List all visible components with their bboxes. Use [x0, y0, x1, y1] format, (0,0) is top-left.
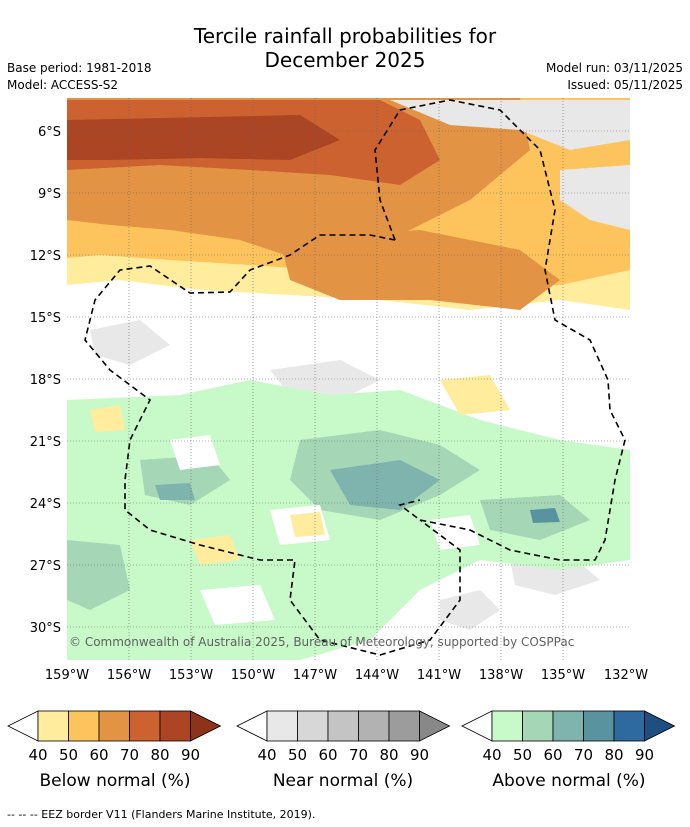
model-run-date: Model run: 03/11/2025: [545, 61, 683, 75]
base-period: Base period: 1981-2018: [7, 61, 152, 75]
lon-label: 135°W: [541, 668, 585, 683]
below-normal-label: Below normal (%): [39, 771, 191, 791]
colorbar-segment: [358, 710, 390, 742]
colorbar-tick-label: 50: [288, 746, 307, 760]
colorbar-under-triangle: [7, 710, 39, 742]
legend-colorbars: 40 50 60 70 80 90 40 50 60 70 80 90 40 50 60 70 80 90: [7, 710, 676, 760]
lon-label: 138°W: [479, 668, 523, 683]
lon-label: 144°W: [355, 668, 399, 683]
eez-footnote: -- -- -- EEZ border V11 (Flanders Marine…: [7, 808, 316, 821]
lat-label: 27°S: [30, 559, 61, 574]
colorbar-tick-label: 40: [28, 746, 47, 760]
lat-label: 24°S: [30, 497, 61, 512]
title-line-1: Tercile rainfall probabilities for: [193, 24, 497, 48]
issued-date: Issued: 05/11/2025: [567, 78, 683, 92]
lat-label: 30°S: [30, 621, 61, 636]
colorbar-tick-label: 40: [257, 746, 276, 760]
colorbar-tick-label: 90: [410, 746, 429, 760]
colorbar-segment: [159, 710, 191, 742]
colorbar-tick-label: 80: [379, 746, 398, 760]
colorbar-over-triangle: [419, 710, 451, 742]
near-normal-colorbar: 40 50 60 70 80 90: [236, 710, 451, 760]
model-name: Model: ACCESS-S2: [7, 78, 119, 92]
lon-label: 156°W: [107, 668, 151, 683]
near-normal-label: Near normal (%): [272, 771, 414, 791]
colorbar-tick-label: 90: [181, 746, 200, 760]
colorbar-tick-label: 70: [120, 746, 139, 760]
colorbar-segment: [491, 710, 523, 742]
colorbar-segment: [583, 710, 615, 742]
colorbar-tick-label: 70: [349, 746, 368, 760]
colorbar-segment: [388, 710, 420, 742]
lon-label: 141°W: [417, 668, 461, 683]
lon-label: 147°W: [293, 668, 337, 683]
eez-border: [84, 99, 626, 656]
lon-label: 159°W: [45, 668, 89, 683]
graticule: [67, 98, 630, 660]
colorbar-under-triangle: [236, 710, 268, 742]
colorbar-tick-label: 50: [59, 746, 78, 760]
colorbar-tick-label: 60: [543, 746, 562, 760]
colorbar-segment: [98, 710, 130, 742]
colorbar-tick-label: 60: [318, 746, 337, 760]
lat-label: 9°S: [38, 187, 61, 202]
lat-label: 18°S: [30, 373, 61, 388]
lat-label: 15°S: [30, 311, 61, 326]
below-normal-colorbar: 40 50 60 70 80 90: [7, 710, 222, 760]
lon-label: 150°W: [231, 668, 275, 683]
run-info: Model run: 03/11/2025 Issued: 05/11/2025: [546, 60, 683, 94]
colorbar-tick-label: 80: [604, 746, 623, 760]
lat-label: 12°S: [30, 249, 61, 264]
lat-label: 21°S: [30, 435, 61, 450]
lon-label: 132°W: [604, 668, 648, 683]
model-info: Base period: 1981-2018 Model: ACCESS-S2: [7, 60, 152, 94]
colorbar-tick-label: 60: [89, 746, 108, 760]
colorbar-segment: [129, 710, 161, 742]
colorbar-tick-label: 90: [635, 746, 654, 760]
colorbar-segment: [522, 710, 554, 742]
colorbar-tick-label: 50: [513, 746, 532, 760]
colorbar-segment: [68, 710, 100, 742]
colorbar-under-triangle: [461, 710, 493, 742]
above-normal-label: Above normal (%): [492, 771, 646, 791]
colorbar-over-triangle: [644, 710, 676, 742]
colorbar-segment: [613, 710, 645, 742]
colorbar-tick-label: 80: [150, 746, 169, 760]
colorbar-tick-label: 40: [482, 746, 501, 760]
probability-map: © Commonwealth of Australia 2025, Bureau…: [30, 98, 648, 683]
lon-label: 153°W: [169, 668, 213, 683]
latitude-labels: 6°S 9°S 12°S 15°S 18°S 21°S 24°S 27°S 30…: [30, 125, 61, 636]
title-line-2: December 2025: [264, 48, 426, 72]
colorbar-over-triangle: [190, 710, 222, 742]
colorbar-segment: [37, 710, 69, 742]
colorbar-tick-label: 70: [574, 746, 593, 760]
above-normal-colorbar: 40 50 60 70 80 90: [461, 710, 676, 760]
colorbar-segment: [327, 710, 359, 742]
lat-label: 6°S: [38, 125, 61, 140]
longitude-labels: 159°W 156°W 153°W 150°W 147°W 144°W 141°…: [45, 668, 648, 683]
colorbar-segment: [266, 710, 298, 742]
colorbar-segment: [297, 710, 329, 742]
copyright-credit: © Commonwealth of Australia 2025, Bureau…: [69, 635, 574, 649]
colorbar-segment: [552, 710, 584, 742]
map-title: Tercile rainfall probabilities for Decem…: [0, 24, 690, 72]
